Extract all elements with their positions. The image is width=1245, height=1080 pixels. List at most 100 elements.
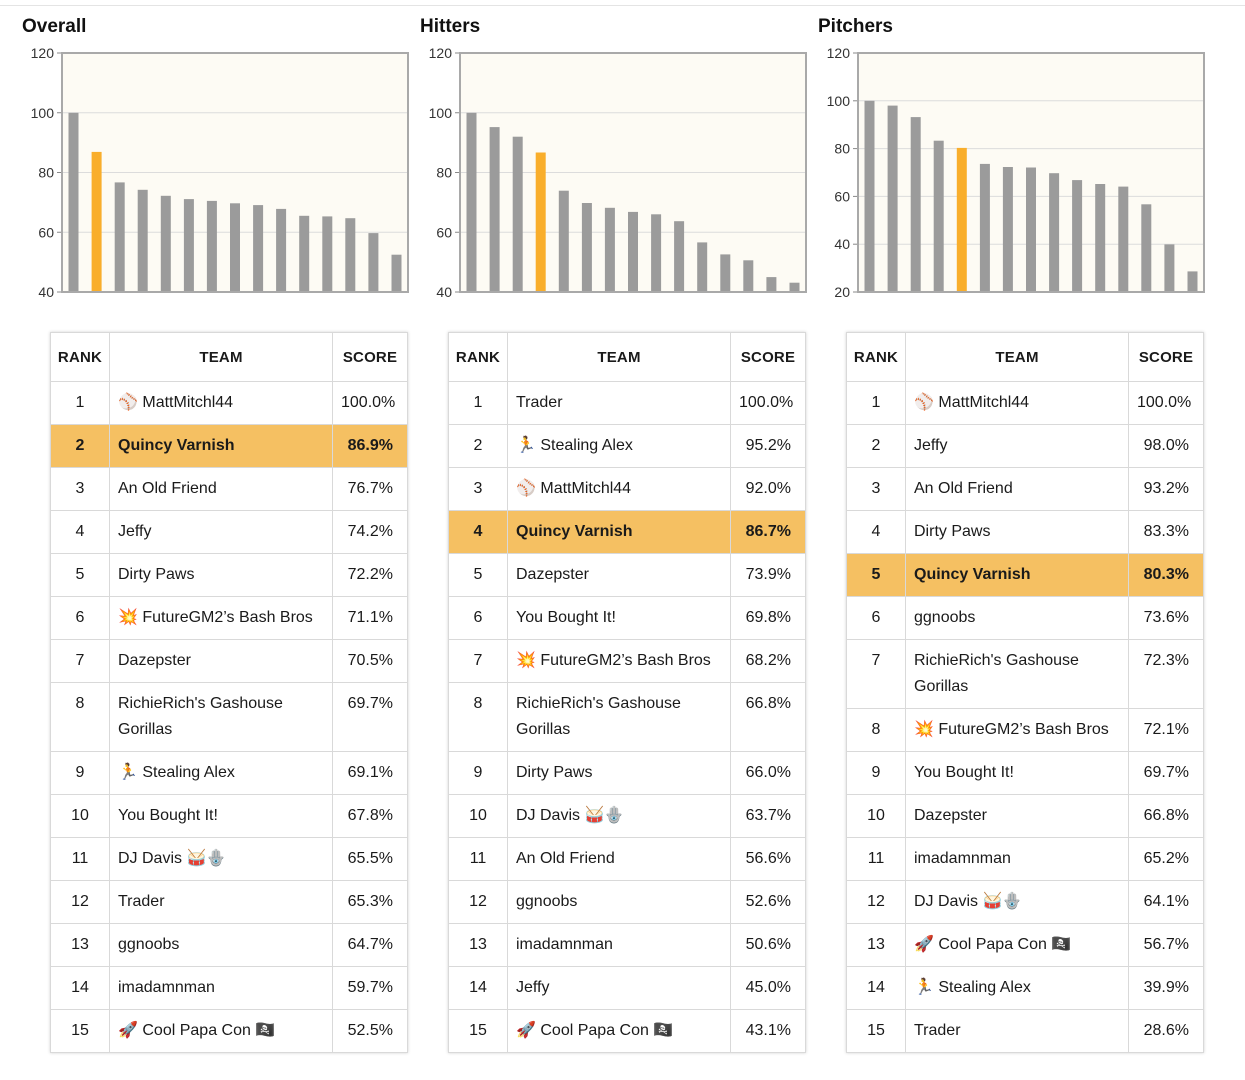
score-value: 74.2%	[347, 523, 393, 540]
rank-cell: 8	[846, 708, 906, 752]
table-row: 9 You Bought It! 69.7%	[846, 751, 1204, 795]
bar: DJ Davis: 65.5	[299, 215, 310, 292]
team-value: Dazepster	[914, 807, 987, 824]
rank-cell: 13	[50, 923, 110, 967]
table-row: 1 ⚾ MattMitchl44 100.0%	[50, 381, 408, 425]
bar: FutureGM2's Bash Bros: 72.1	[1026, 167, 1036, 292]
score-value: 71.1%	[347, 609, 393, 626]
rank-cell: 3	[846, 467, 906, 511]
table-row: 5 Dirty Paws 72.2%	[50, 553, 408, 597]
rank-cell: 12	[50, 880, 110, 924]
team-cell: 🏃 Stealing Alex	[109, 751, 333, 795]
team-cell: ⚾ MattMitchl44	[109, 381, 333, 425]
score-cell: 71.1%	[332, 596, 408, 640]
table-row: 2 🏃 Stealing Alex 95.2%	[448, 424, 806, 468]
score-value: 66.8%	[745, 695, 791, 712]
team-value: imadamnman	[516, 936, 613, 953]
rank-value: 11	[469, 850, 487, 867]
bar: Stealing Alex: 69.1	[253, 205, 264, 292]
score-cell: 65.3%	[332, 880, 408, 924]
y-tick-label: 120	[827, 45, 851, 61]
bar: Dirty Paws: 72.2	[160, 195, 171, 292]
team-cell: Trader	[109, 880, 333, 924]
table-row: 14 🏃 Stealing Alex 39.9%	[846, 966, 1204, 1010]
rank-cell: 6	[846, 596, 906, 640]
rank-cell: 7	[50, 639, 110, 683]
rank-cell: 6	[448, 596, 508, 640]
score-cell: 66.8%	[730, 682, 806, 752]
score-cell: 39.9%	[1128, 966, 1204, 1010]
team-cell: DJ Davis 🥁🪬	[905, 880, 1129, 924]
team-value: 🚀 Cool Papa Con 🏴‍☠️	[914, 936, 1072, 953]
team-cell: 🏃 Stealing Alex	[905, 966, 1129, 1010]
bar: FutureGM2's Bash Bros: 68.2	[604, 207, 615, 292]
team-cell: imadamnman	[109, 966, 333, 1010]
rank-cell: 4	[448, 510, 508, 554]
table-row: 8 RichieRich's Gashouse Gorillas 69.7%	[50, 682, 408, 752]
bar: You Bought It!: 69.7	[1049, 173, 1060, 292]
rank-cell: 2	[846, 424, 906, 468]
table-row: 9 🏃 Stealing Alex 69.1%	[50, 751, 408, 795]
table-row: 15 🚀 Cool Papa Con 🏴‍☠️ 43.1%	[448, 1009, 806, 1053]
score-cell: 73.6%	[1128, 596, 1204, 640]
overall-table: RANK TEAM SCORE 1 ⚾ MattMitchl44 100.0% 2 Qu…	[50, 332, 408, 1053]
table-row: 1 Trader 100.0%	[448, 381, 806, 425]
score-cell: 56.7%	[1128, 923, 1204, 967]
y-tick-label: 80	[38, 165, 54, 181]
score-cell: 73.9%	[730, 553, 806, 597]
team-value: 🚀 Cool Papa Con 🏴‍☠️	[118, 1022, 276, 1039]
rank-value: 13	[71, 936, 89, 953]
score-cell: 69.7%	[332, 682, 408, 752]
rank-value: 9	[75, 764, 85, 781]
bar: Trader: 65.3	[322, 216, 333, 292]
team-value: An Old Friend	[118, 480, 217, 497]
team-cell: ggnoobs	[905, 596, 1129, 640]
table-row: 11 imadamnman 65.2%	[846, 837, 1204, 881]
bar: Dazepster: 70.5	[206, 200, 217, 292]
team-value: Jeffy	[516, 979, 550, 996]
bar: ggnoobs: 73.6	[979, 163, 990, 292]
rank-cell: 1	[448, 381, 508, 425]
plot-frame	[857, 52, 1205, 293]
score-value: 86.7%	[745, 523, 791, 540]
rank-value: 14	[867, 979, 885, 996]
score-value: 100.0%	[1137, 394, 1192, 411]
rank-value: 1	[75, 394, 85, 411]
rank-cell: 8	[50, 682, 110, 752]
bar: Dirty Paws: 66	[651, 214, 662, 292]
team-value: Quincy Varnish	[516, 523, 633, 540]
bar: RichieRich's Gashouse Gorillas: 69.7	[230, 203, 240, 292]
team-value: imadamnman	[914, 850, 1011, 867]
team-cell: 💥 FutureGM2’s Bash Bros	[109, 596, 333, 640]
team-value: 💥 FutureGM2’s Bash Bros	[516, 652, 711, 669]
score-value: 73.9%	[745, 566, 791, 583]
rank-value: 8	[75, 695, 85, 712]
score-cell: 69.8%	[730, 596, 806, 640]
bar: An Old Friend: 76.7	[114, 182, 125, 292]
pitchers-bar-chart: 20 40 60 80 100 120 MattMitchl44: 100 Jeffy: 98…	[827, 45, 1205, 300]
rank-cell: 3	[50, 467, 110, 511]
bar: You Bought It!: 67.8	[276, 208, 287, 292]
y-tick-label: 80	[436, 165, 452, 181]
rank-value: 7	[871, 652, 881, 669]
table-row: 13 🚀 Cool Papa Con 🏴‍☠️ 56.7%	[846, 923, 1204, 967]
rank-cell: 9	[448, 751, 508, 795]
table-row: 10 Dazepster 66.8%	[846, 794, 1204, 838]
rank-value: 2	[473, 437, 483, 454]
y-tick-label: 60	[436, 224, 452, 240]
team-cell: Quincy Varnish	[905, 553, 1129, 597]
bar: MattMitchl44: 100	[68, 112, 79, 293]
rank-value: 5	[871, 566, 881, 583]
team-value: An Old Friend	[516, 850, 615, 867]
score-value: 72.1%	[1143, 721, 1189, 738]
rank-cell: 11	[846, 837, 906, 881]
y-tick-label: 100	[31, 105, 55, 121]
score-value: 69.7%	[347, 695, 393, 712]
score-cell: 100.0%	[332, 381, 408, 425]
rank-cell: 2	[448, 424, 508, 468]
rank-cell: 14	[846, 966, 906, 1010]
hitters-table: RANK TEAM SCORE 1 Trader 100.0% 2 🏃 Stealing…	[448, 332, 806, 1053]
team-cell: DJ Davis 🥁🪬	[109, 837, 333, 881]
rank-cell: 4	[50, 510, 110, 554]
score-value: 76.7%	[347, 480, 393, 497]
